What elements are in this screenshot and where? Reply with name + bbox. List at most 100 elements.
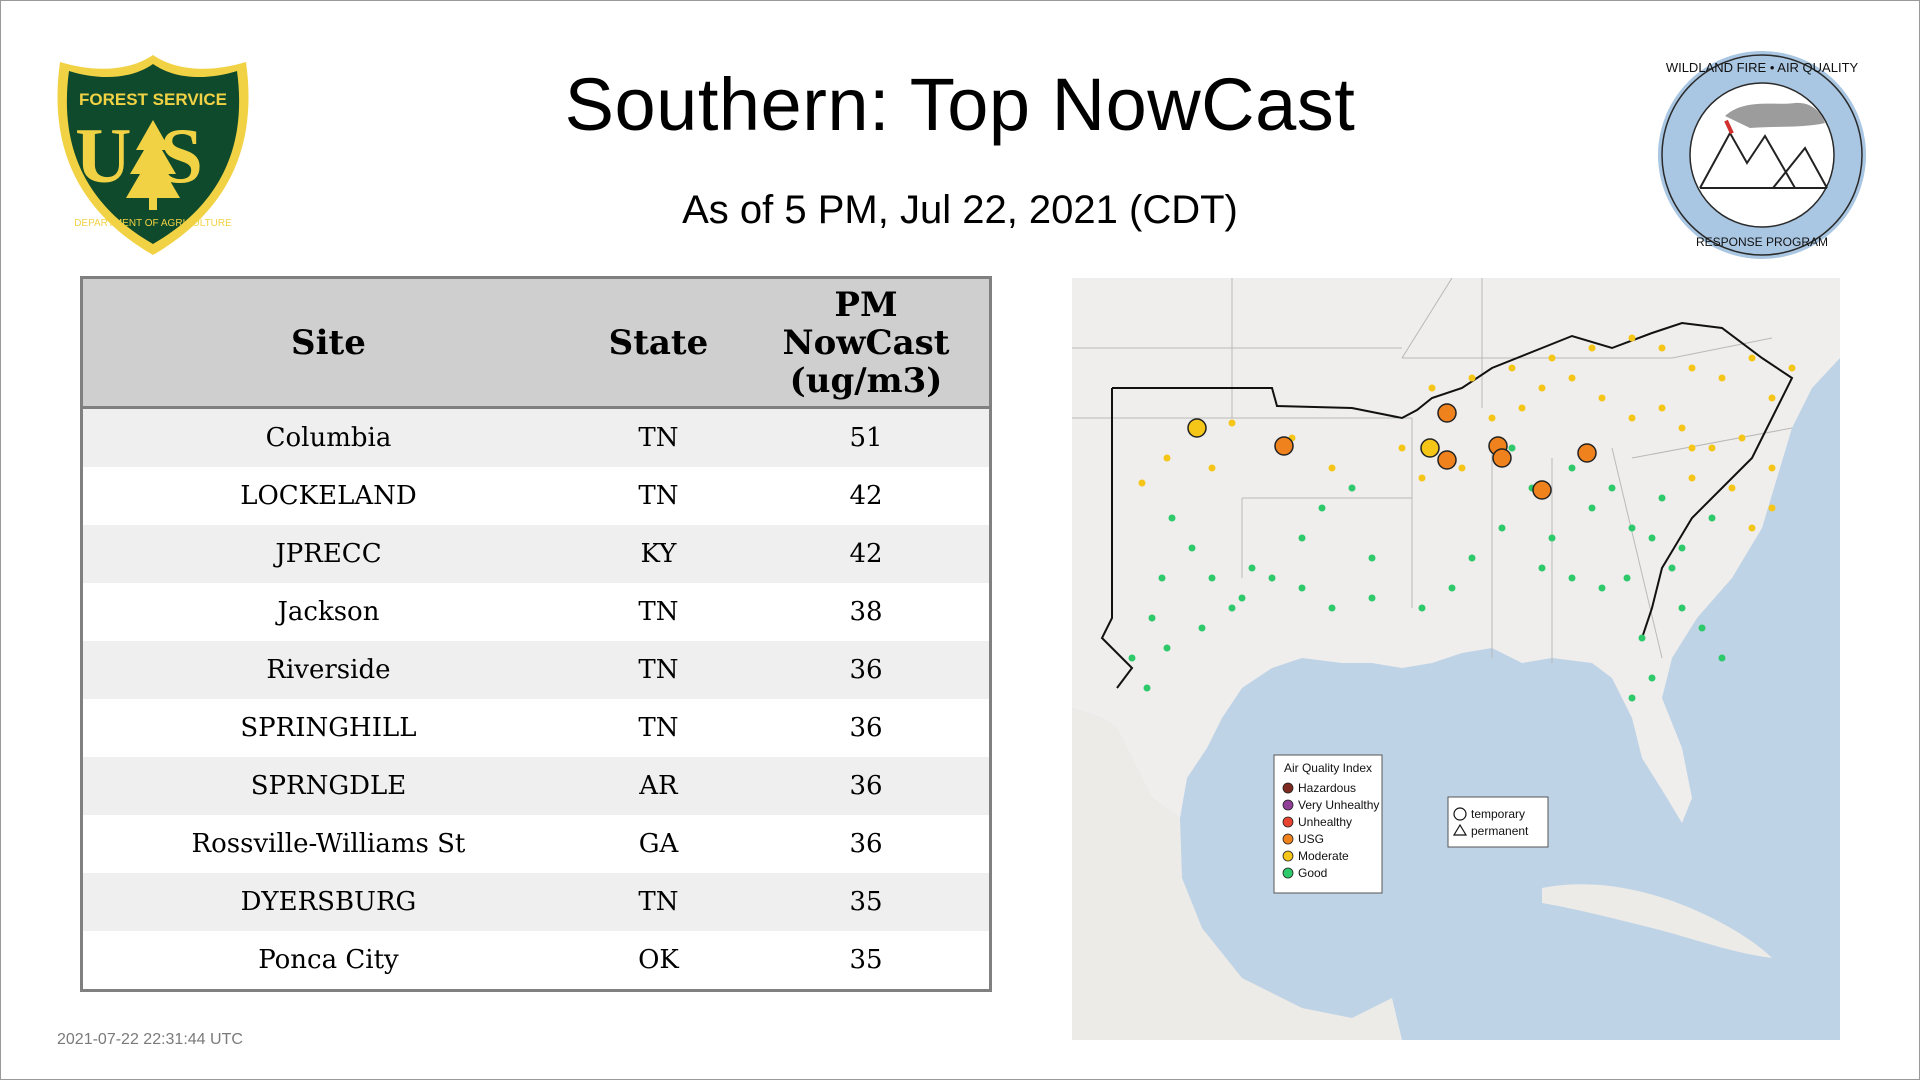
site-marker: [1298, 584, 1306, 592]
site-marker-high: [1274, 436, 1294, 456]
table-row: Ponca City OK 35: [81, 931, 991, 991]
site-marker: [1508, 364, 1516, 372]
site-marker: [1248, 564, 1256, 572]
pm-header-line1: PM: [834, 284, 898, 325]
cell-state: AR: [573, 757, 744, 815]
cell-site: Riverside: [81, 641, 574, 699]
temporary-circle-icon: [1453, 807, 1467, 821]
site-marker-high: [1577, 443, 1597, 463]
table-row: DYERSBURG TN 35: [81, 873, 991, 931]
cell-value: 36: [743, 815, 991, 873]
cell-site: SPRINGHILL: [81, 699, 574, 757]
site-marker: [1718, 374, 1726, 382]
legend-label-very-unhealthy: Very Unhealthy: [1298, 798, 1379, 812]
site-marker: [1428, 384, 1436, 392]
cell-value: 36: [743, 699, 991, 757]
site-marker: [1628, 694, 1636, 702]
site-marker: [1688, 364, 1696, 372]
table-row: Jackson TN 38: [81, 583, 991, 641]
site-marker: [1188, 544, 1196, 552]
page-subtitle: As of 5 PM, Jul 22, 2021 (CDT): [682, 188, 1238, 232]
shape-label-permanent: permanent: [1471, 824, 1529, 838]
site-marker: [1318, 504, 1326, 512]
nowcast-table: Site State PM NowCast (ug/m3) Columbia T…: [80, 276, 992, 992]
cell-site: LOCKELAND: [81, 467, 574, 525]
land-mexico: [1072, 708, 1402, 1040]
site-marker: [1728, 484, 1736, 492]
cell-state: TN: [573, 873, 744, 931]
cell-value: 42: [743, 525, 991, 583]
site-markers: [1128, 334, 1796, 702]
cell-state: TN: [573, 699, 744, 757]
site-marker: [1668, 564, 1676, 572]
site-marker: [1628, 524, 1636, 532]
site-marker: [1488, 414, 1496, 422]
site-marker: [1548, 354, 1556, 362]
aqi-map: Air Quality Index Hazardous Very Unhealt…: [1072, 278, 1840, 1040]
cell-site: DYERSBURG: [81, 873, 574, 931]
site-marker: [1628, 334, 1636, 342]
table-row: SPRNGDLE AR 36: [81, 757, 991, 815]
legend-swatch-hazardous: [1282, 782, 1294, 794]
site-marker: [1598, 394, 1606, 402]
site-marker: [1298, 534, 1306, 542]
usfs-shield-logo: FOREST SERVICE US DEPARTMENT OF AGRICULT…: [57, 55, 249, 255]
site-marker: [1708, 444, 1716, 452]
cell-site: JPRECC: [81, 525, 574, 583]
legend-label-hazardous: Hazardous: [1298, 781, 1356, 795]
legend-swatch-very-unhealthy: [1282, 799, 1294, 811]
site-marker: [1548, 534, 1556, 542]
column-header-state: State: [573, 277, 744, 409]
site-marker: [1648, 674, 1656, 682]
cell-value: 38: [743, 583, 991, 641]
land-usa: [1072, 278, 1840, 823]
site-marker: [1698, 624, 1706, 632]
site-marker: [1228, 604, 1236, 612]
footer-timestamp: 2021-07-22 22:31:44 UTC: [57, 1031, 243, 1048]
site-marker: [1788, 364, 1796, 372]
site-marker: [1128, 654, 1136, 662]
site-marker: [1608, 484, 1616, 492]
legend-label-good: Good: [1298, 866, 1327, 880]
site-marker: [1538, 384, 1546, 392]
cell-value: 35: [743, 931, 991, 991]
site-marker: [1718, 654, 1726, 662]
pm-header-line3: (ug/m3): [789, 360, 943, 401]
site-marker: [1468, 554, 1476, 562]
site-marker: [1568, 574, 1576, 582]
permanent-triangle-icon: [1452, 823, 1468, 836]
site-marker: [1538, 564, 1546, 572]
column-header-site: Site: [81, 277, 574, 409]
site-marker: [1348, 484, 1356, 492]
land-cuba: [1542, 884, 1772, 958]
cell-value: 36: [743, 757, 991, 815]
site-marker: [1143, 684, 1151, 692]
cell-state: TN: [573, 583, 744, 641]
site-marker: [1328, 464, 1336, 472]
cell-state: KY: [573, 525, 744, 583]
site-marker-high: [1437, 450, 1457, 470]
smoke-icon: [1725, 102, 1825, 128]
site-marker: [1498, 524, 1506, 532]
site-marker: [1448, 584, 1456, 592]
site-marker: [1588, 344, 1596, 352]
table-row: Columbia TN 51: [81, 407, 991, 467]
legend-swatch-good: [1282, 867, 1294, 879]
site-marker: [1648, 534, 1656, 542]
site-marker: [1708, 514, 1716, 522]
legend-swatch-usg: [1282, 833, 1294, 845]
aqi-legend-title: Air Quality Index: [1284, 761, 1372, 775]
site-marker: [1208, 464, 1216, 472]
cell-state: OK: [573, 931, 744, 991]
legend-label-unhealthy: Unhealthy: [1298, 815, 1352, 829]
site-marker: [1568, 464, 1576, 472]
site-marker: [1168, 514, 1176, 522]
pm-header-line2: NowCast: [782, 322, 950, 363]
usfs-bottom-text: DEPARTMENT OF AGRICULTURE: [74, 218, 232, 229]
site-marker: [1148, 614, 1156, 622]
shape-legend: temporary permanent: [1447, 796, 1549, 848]
site-marker: [1328, 604, 1336, 612]
site-marker: [1138, 479, 1146, 487]
region-outline-west: [1100, 388, 1134, 689]
legend-swatch-moderate: [1282, 850, 1294, 862]
